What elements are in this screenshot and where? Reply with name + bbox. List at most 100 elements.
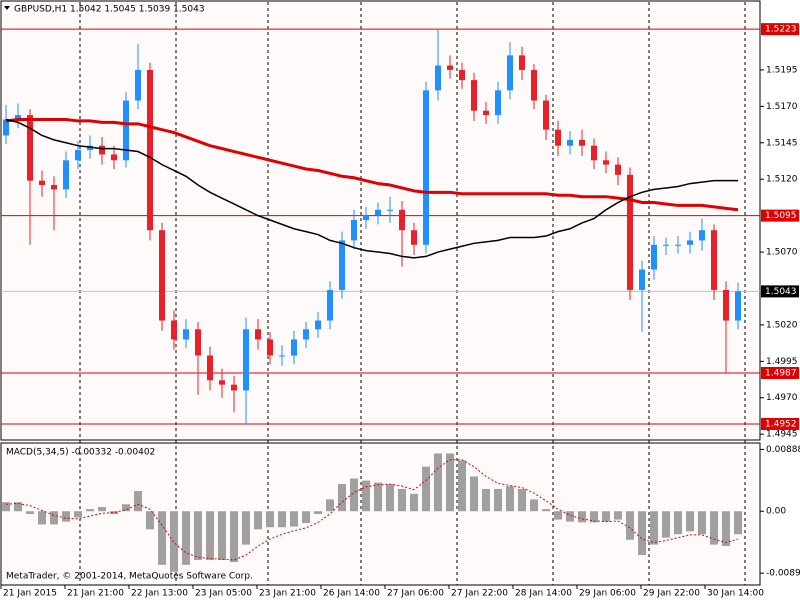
level-label: 1.5223 <box>765 25 797 35</box>
histogram-bar <box>38 511 46 525</box>
histogram-bar <box>674 511 682 535</box>
candle-body <box>111 154 117 161</box>
histogram-bar <box>386 484 394 512</box>
level-label-box <box>761 209 799 222</box>
level-label: 1.5095 <box>765 211 797 221</box>
histogram-bar <box>134 491 142 512</box>
candle-body <box>507 55 513 91</box>
histogram-bar <box>158 511 166 565</box>
y-tick-label: 1.5070 <box>766 248 798 258</box>
candle-body <box>15 115 21 120</box>
y-tick-label: -0.0089 <box>766 569 800 579</box>
dropdown-icon[interactable] <box>4 6 10 10</box>
candle-body <box>591 145 597 161</box>
candle-body <box>615 164 621 175</box>
x-tick-label: 29 Jan 06:00 <box>579 589 636 599</box>
histogram-bar <box>710 511 718 545</box>
candle-body <box>651 244 657 270</box>
x-tick-label: 29 Jan 22:00 <box>643 589 700 599</box>
histogram-bar <box>614 511 622 520</box>
histogram-bar <box>182 511 190 565</box>
candle-body <box>279 355 285 357</box>
histogram-bar <box>26 511 34 514</box>
candle-body <box>243 329 249 391</box>
candle-body <box>519 55 525 70</box>
candle-body <box>411 230 417 245</box>
x-tick-label: 30 Jan 14:00 <box>707 589 764 599</box>
candle-body <box>495 90 501 116</box>
candle-body <box>423 90 429 245</box>
candle-body <box>255 329 261 340</box>
candle-body <box>447 65 453 70</box>
level-label-box <box>761 23 799 36</box>
histogram-bar <box>206 511 214 560</box>
histogram-bar <box>290 511 298 527</box>
candle-body <box>459 69 465 81</box>
candle-body <box>435 65 441 91</box>
x-tick-label: 27 Jan 22:00 <box>451 589 508 599</box>
histogram-bar <box>86 509 94 512</box>
price-panel <box>0 0 761 441</box>
histogram-bar <box>350 478 358 512</box>
candle-body <box>39 180 45 186</box>
signal-line <box>5 459 739 561</box>
candle-body <box>387 209 393 211</box>
candle-body <box>291 339 297 356</box>
moving-average <box>5 118 738 259</box>
candle-body <box>579 139 585 146</box>
y-tick-label: 0.00 <box>766 507 786 517</box>
y-tick-label: 0.00888 <box>766 445 800 455</box>
candle-body <box>207 355 213 381</box>
candle-body <box>183 329 189 340</box>
candle-body <box>171 320 177 340</box>
y-tick-label: 1.5195 <box>766 65 798 75</box>
candle-body <box>627 174 633 290</box>
histogram-bar <box>458 460 466 512</box>
histogram-bar <box>230 511 238 563</box>
level-label-box <box>761 417 799 430</box>
histogram-bar <box>578 511 586 523</box>
candle-body <box>195 329 201 356</box>
histogram-bar <box>218 511 226 560</box>
candle-body <box>471 80 477 111</box>
histogram-bar <box>362 480 370 512</box>
x-tick-label: 26 Jan 14:00 <box>323 589 380 599</box>
histogram-bar <box>326 499 334 512</box>
histogram-bar <box>242 511 250 545</box>
moving-average <box>5 117 739 212</box>
histogram-bar <box>278 511 286 528</box>
histogram-bar <box>62 511 70 522</box>
candle-body <box>147 69 153 231</box>
chart-title: GBPUSD,H1 1.5042 1.5045 1.5039 1.5043 <box>14 5 205 15</box>
histogram-bar <box>266 511 274 528</box>
level-label-box <box>761 366 799 379</box>
histogram-bar <box>470 476 478 512</box>
candle-body <box>123 100 129 161</box>
candle-body <box>231 384 237 391</box>
candle-body <box>135 69 141 101</box>
candle-body <box>315 320 321 330</box>
histogram-bar <box>446 453 454 512</box>
histogram-bar <box>314 511 322 514</box>
candle-body <box>567 139 573 146</box>
candle-body <box>675 244 681 246</box>
candle-body <box>555 129 561 146</box>
histogram-bar <box>410 493 418 512</box>
histogram-bar <box>122 504 130 512</box>
level-label: 1.4952 <box>765 419 797 429</box>
candle-body <box>639 269 645 290</box>
histogram-bar <box>338 484 346 512</box>
candle-body <box>399 209 405 231</box>
candle-body <box>543 100 549 130</box>
candle-body <box>375 209 381 216</box>
candle-body <box>3 119 9 136</box>
last-price-label: 1.5043 <box>765 287 797 297</box>
candle-body <box>699 230 705 241</box>
histogram-bar <box>554 511 562 520</box>
histogram-bar <box>530 499 538 512</box>
histogram-bar <box>98 507 106 512</box>
candle-body <box>531 69 537 101</box>
candle-body <box>159 230 165 321</box>
